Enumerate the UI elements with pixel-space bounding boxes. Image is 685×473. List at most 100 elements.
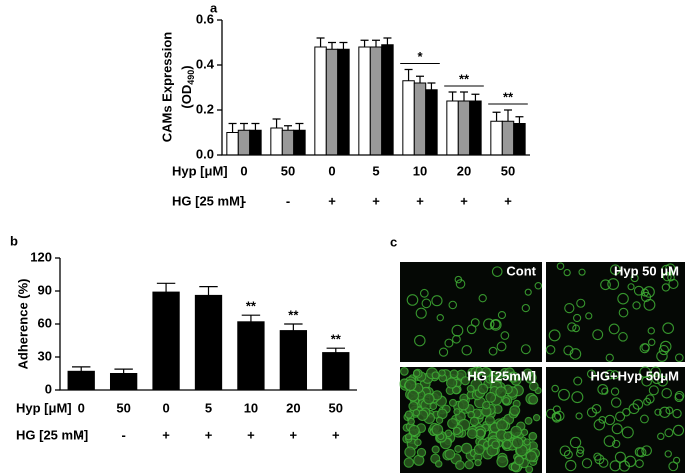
cell <box>431 295 443 307</box>
error-bar <box>199 286 218 296</box>
cell <box>473 444 485 456</box>
error-bar <box>515 116 524 124</box>
row-value: + <box>332 427 340 442</box>
cell <box>407 417 415 426</box>
error-bar <box>239 122 249 131</box>
cell <box>454 445 463 453</box>
cell <box>578 268 586 276</box>
cell <box>455 460 465 470</box>
cell <box>477 383 489 395</box>
row-value: + <box>460 193 468 208</box>
micrograph-label: Cont <box>506 263 536 278</box>
cell <box>528 431 538 441</box>
cell <box>528 394 539 405</box>
cell <box>658 344 669 356</box>
significance: * <box>417 49 423 64</box>
cell <box>556 262 565 270</box>
bar <box>237 129 251 156</box>
bar <box>369 46 383 156</box>
bar <box>237 321 265 391</box>
cell <box>423 393 435 405</box>
error-bar <box>371 39 381 47</box>
row-value: + <box>162 427 170 442</box>
cell <box>464 460 474 470</box>
cell <box>640 291 652 303</box>
cell <box>534 282 543 290</box>
bar <box>67 370 95 391</box>
y-axis-label: CAMs Expression <box>159 32 174 143</box>
cell <box>503 431 513 441</box>
error-bar <box>72 366 91 372</box>
x-tick-label: 0 <box>240 163 247 178</box>
x-tick-label: 10 <box>413 163 427 178</box>
cell <box>576 298 586 308</box>
cell <box>661 387 672 399</box>
cell <box>488 374 498 383</box>
cell <box>614 451 626 463</box>
cell <box>469 416 480 427</box>
bar <box>249 129 262 156</box>
cell <box>524 288 532 296</box>
axes <box>59 258 357 391</box>
error-bar <box>284 323 303 331</box>
cell <box>576 446 585 454</box>
cell <box>565 459 577 472</box>
bar <box>513 123 526 156</box>
cell <box>661 283 671 292</box>
cell <box>467 410 475 419</box>
error-bar <box>503 109 513 122</box>
cell <box>668 278 679 290</box>
cell <box>618 332 628 342</box>
row-value: - <box>79 427 83 442</box>
cell <box>608 323 620 335</box>
cell <box>485 391 497 403</box>
axes <box>221 20 530 156</box>
cell <box>496 455 509 468</box>
bar <box>490 120 503 156</box>
cell <box>575 412 583 420</box>
cell <box>674 390 685 401</box>
cell <box>664 450 672 458</box>
cell <box>491 440 500 450</box>
x-tick-label: 50 <box>281 163 295 178</box>
cell <box>628 403 640 415</box>
unit-part: 490 <box>186 70 196 85</box>
cell <box>496 419 508 432</box>
cell <box>674 353 684 363</box>
unit-part: (OD <box>179 85 194 109</box>
row-value: + <box>372 193 380 208</box>
cell <box>571 391 584 404</box>
cell <box>632 301 641 310</box>
cell <box>594 454 605 465</box>
error-bar <box>427 82 436 90</box>
x-tick-label: 0 <box>162 400 169 415</box>
cell <box>532 414 541 422</box>
cell <box>436 313 444 322</box>
x-tick-label: 50 <box>501 163 515 178</box>
cell <box>415 307 427 319</box>
cell <box>654 408 662 416</box>
cell <box>633 285 644 296</box>
cell <box>414 438 422 447</box>
cell <box>585 312 593 320</box>
y-tick-label: 30 <box>38 348 52 363</box>
y-tick-label: 120 <box>30 249 52 264</box>
cell <box>607 278 620 290</box>
y-tick-label: 60 <box>38 315 52 330</box>
cell <box>496 341 507 352</box>
cell <box>403 457 414 468</box>
cell <box>483 318 495 330</box>
bar <box>446 100 459 156</box>
cell <box>605 369 615 380</box>
cell <box>521 303 530 313</box>
y-tick-label: 0.4 <box>196 56 215 71</box>
cell <box>621 426 634 439</box>
cell <box>593 452 602 461</box>
cell <box>453 408 461 416</box>
cell <box>569 436 582 449</box>
x-tick-label: 5 <box>205 400 212 415</box>
cell <box>431 423 444 436</box>
cell <box>509 405 521 416</box>
row-label: HG [25 mM] <box>172 193 244 208</box>
cell <box>404 379 417 391</box>
